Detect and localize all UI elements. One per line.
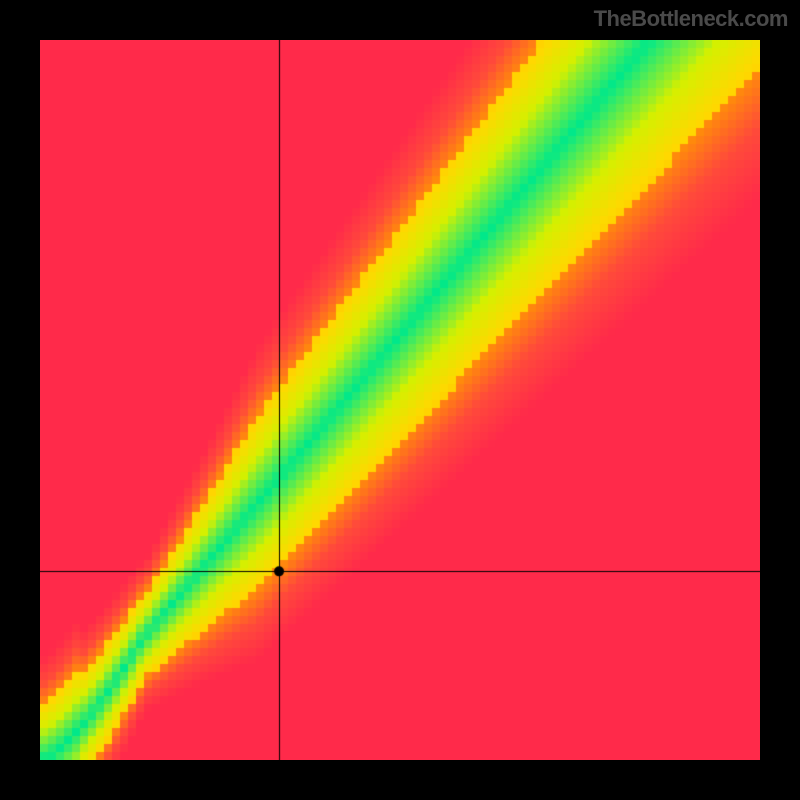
watermark-text: TheBottleneck.com (594, 6, 788, 32)
heatmap-canvas (40, 40, 760, 760)
heatmap-plot (40, 40, 760, 760)
